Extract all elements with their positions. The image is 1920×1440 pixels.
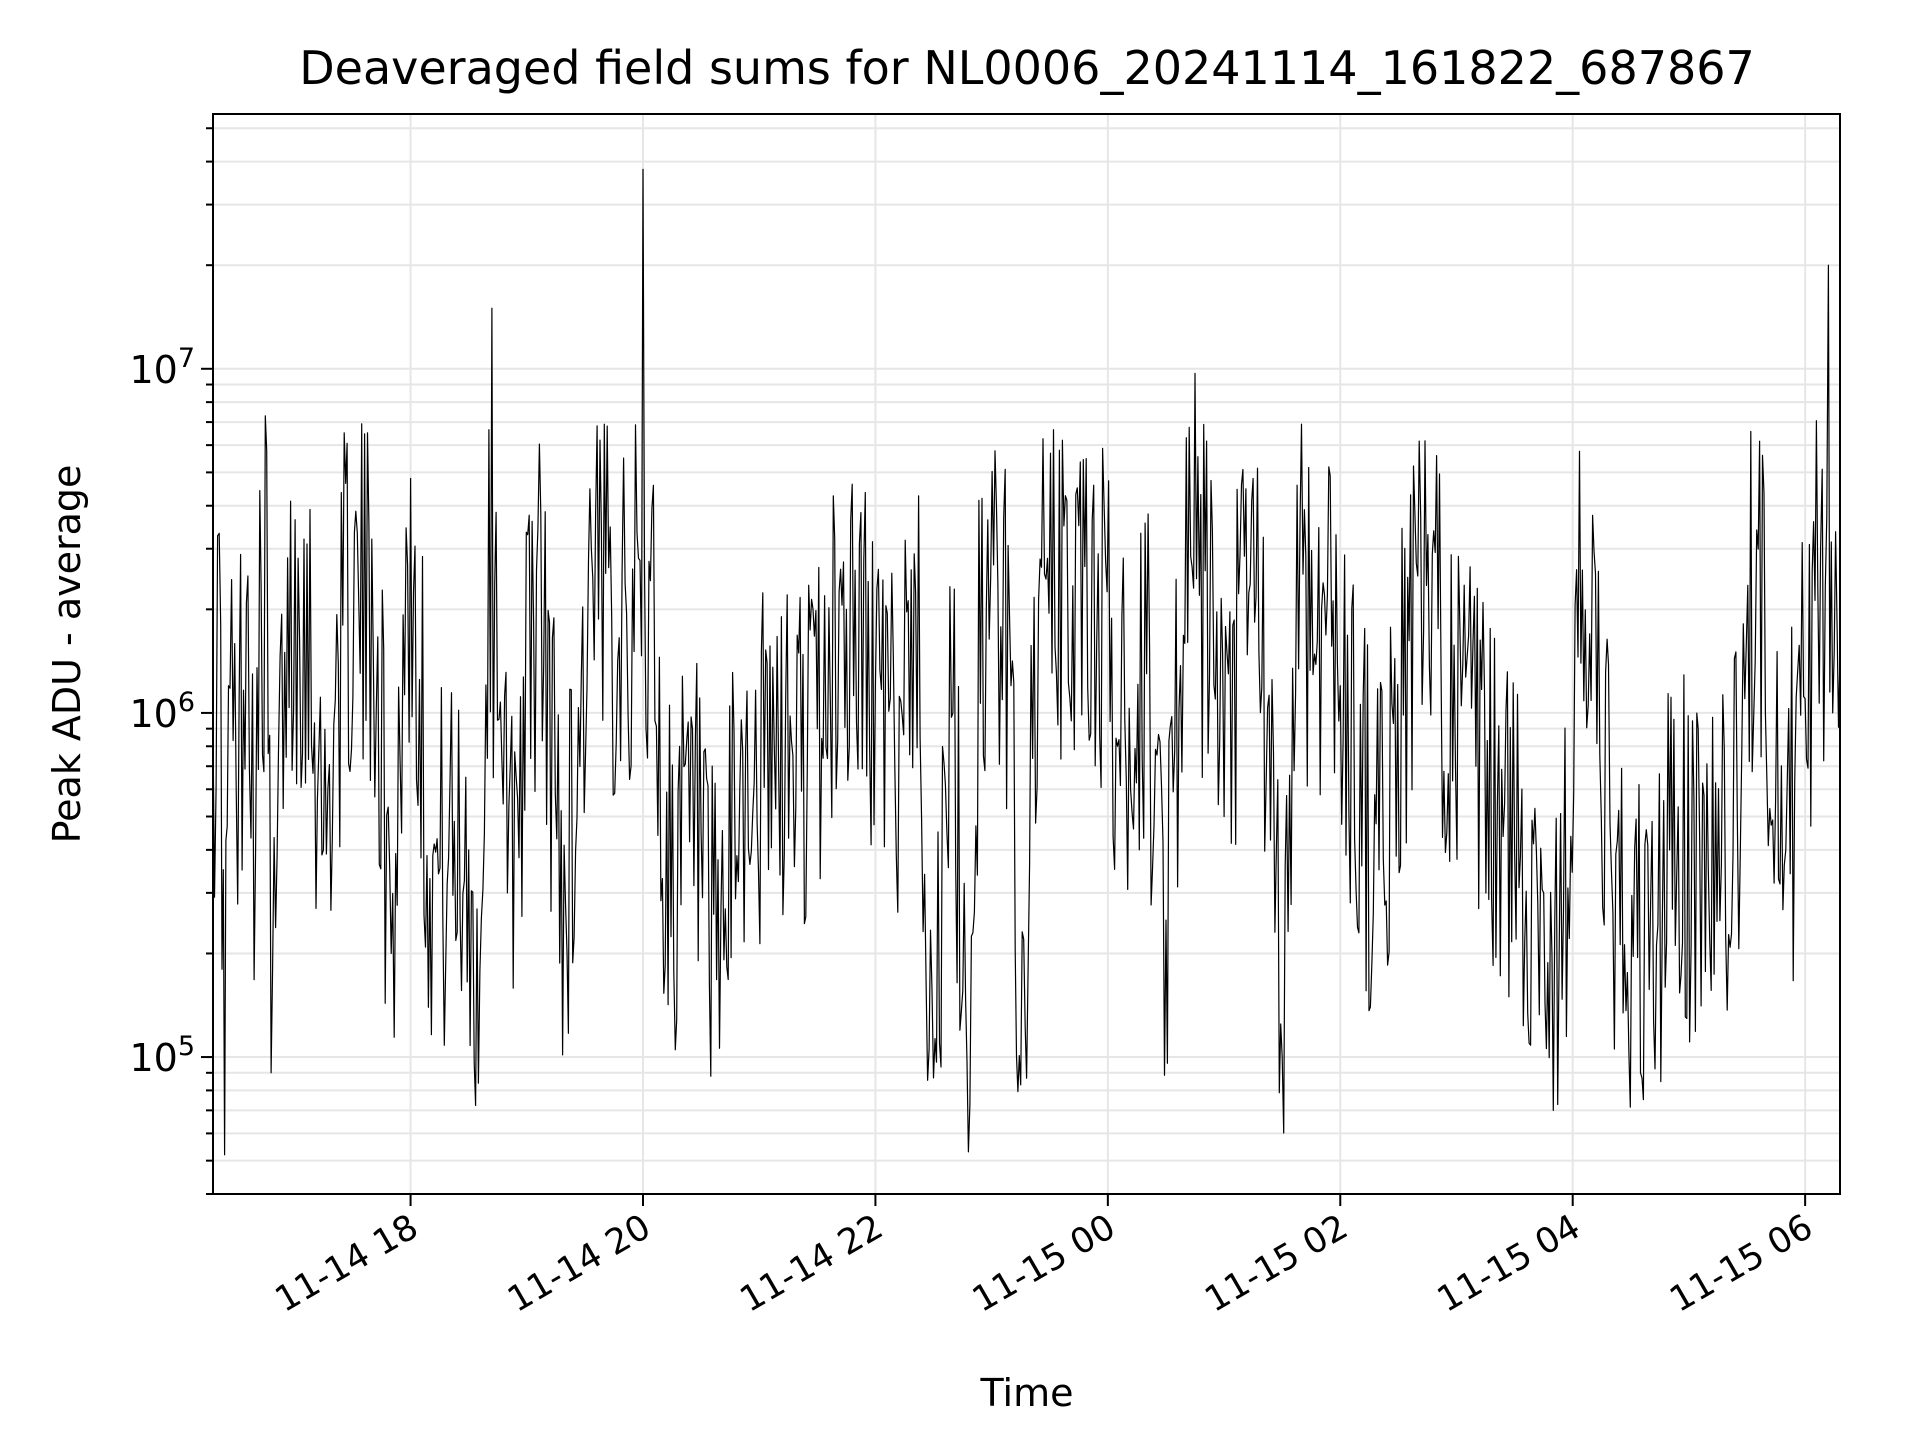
grid-lines xyxy=(213,114,1840,1195)
y-axis-label: Peak ADU - average xyxy=(45,465,89,844)
x-tick-label: 11-15 00 xyxy=(966,1207,1122,1320)
x-axis-label: Time xyxy=(980,1371,1074,1415)
plot-area-frame xyxy=(212,113,1841,1195)
y-tick-label: 105 xyxy=(129,1031,195,1080)
x-tick-label: 11-14 18 xyxy=(269,1207,425,1320)
x-tick-label: 11-14 22 xyxy=(734,1207,890,1320)
y-tick-label: 106 xyxy=(129,687,195,736)
y-axis: 105 106 107 xyxy=(129,127,213,1195)
series-line xyxy=(212,168,1841,1156)
x-axis: 11-14 18 11-14 20 11-14 22 11-15 00 11-15 02… xyxy=(269,1194,1820,1320)
x-tick-label: 11-15 04 xyxy=(1431,1207,1587,1320)
x-tick-label: 11-14 20 xyxy=(501,1207,657,1320)
x-tick-label: 11-15 02 xyxy=(1198,1207,1354,1320)
x-tick-label: 11-15 06 xyxy=(1663,1207,1819,1320)
y-tick-label: 107 xyxy=(129,343,195,392)
series-layer xyxy=(212,168,1841,1156)
chart-title: Deaveraged field sums for NL0006_2024111… xyxy=(299,41,1755,95)
